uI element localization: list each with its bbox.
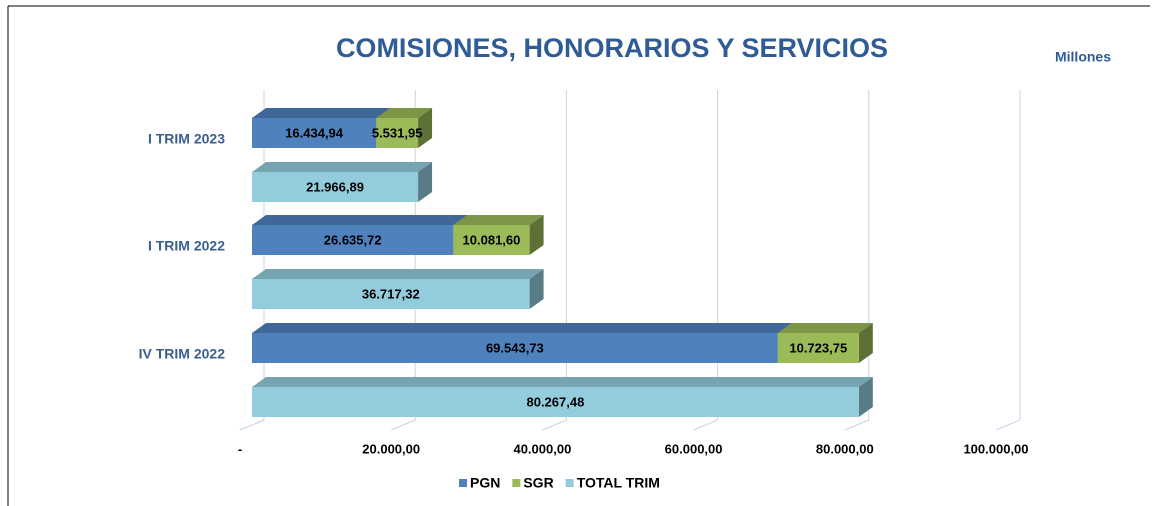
bar-face — [252, 387, 859, 417]
bar — [777, 323, 873, 363]
bar-face — [777, 333, 859, 363]
data-label: 69.543,73 — [486, 340, 544, 355]
bar-top — [453, 215, 544, 225]
bar-side — [418, 108, 433, 148]
data-label: 16.434,94 — [285, 125, 344, 140]
bar — [252, 162, 433, 202]
legend-label: PGN — [470, 475, 500, 491]
y-tick-label: I TRIM 2023 — [148, 131, 225, 147]
legend-swatch — [565, 479, 574, 487]
bar-face — [252, 333, 778, 363]
x-tick-label: 100.000,00 — [963, 441, 1028, 456]
bar — [252, 269, 544, 309]
grid-line — [693, 90, 719, 431]
bar-top — [252, 377, 873, 387]
bar-side — [858, 323, 873, 363]
bar-side — [529, 269, 544, 309]
bar — [252, 377, 873, 417]
data-label: 26.635,72 — [324, 232, 382, 247]
unit-label: Millones — [1055, 49, 1111, 65]
y-tick-label: IV TRIM 2022 — [139, 346, 226, 362]
bar-face — [252, 172, 419, 202]
data-label: 5.531,95 — [372, 125, 423, 140]
chart-title: COMISIONES, HONORARIOS Y SERVICIOS — [336, 33, 888, 63]
bar-top — [252, 215, 468, 225]
bar-face — [252, 118, 377, 148]
bar — [376, 108, 433, 148]
bar-top — [252, 269, 544, 279]
bar-top — [252, 108, 391, 118]
x-tick-label: 20.000,00 — [362, 441, 420, 456]
legend-label: TOTAL TRIM — [577, 475, 660, 491]
x-tick-label: 40.000,00 — [513, 441, 571, 456]
bar-top — [252, 323, 792, 333]
x-tick-label: 80.000,00 — [816, 441, 874, 456]
bar-side — [858, 377, 873, 417]
grid-line — [844, 90, 870, 431]
bar-side — [529, 215, 544, 255]
grid-line — [995, 90, 1021, 431]
bar-face — [376, 118, 419, 148]
legend-swatch — [459, 479, 467, 487]
bar-top — [252, 162, 433, 172]
grid-line — [542, 90, 567, 431]
data-label: 21.966,89 — [306, 179, 364, 194]
bar-face — [252, 225, 454, 255]
x-tick-label: - — [238, 441, 242, 456]
data-label: 10.723,75 — [789, 340, 847, 355]
data-label: 36.717,32 — [362, 286, 420, 301]
data-label: 80.267,48 — [526, 394, 584, 409]
bar-side — [418, 162, 433, 202]
bar — [252, 323, 792, 363]
legend-label: SGR — [523, 475, 553, 491]
bar-top — [777, 323, 873, 333]
x-tick-label: 60.000,00 — [665, 441, 723, 456]
bar — [453, 215, 544, 255]
bar-face — [252, 279, 530, 309]
bar-face — [453, 225, 530, 255]
bar-top — [376, 108, 433, 118]
legend-swatch — [512, 479, 521, 487]
data-label: 10.081,60 — [463, 232, 521, 247]
y-tick-label: I TRIM 2022 — [148, 238, 225, 254]
